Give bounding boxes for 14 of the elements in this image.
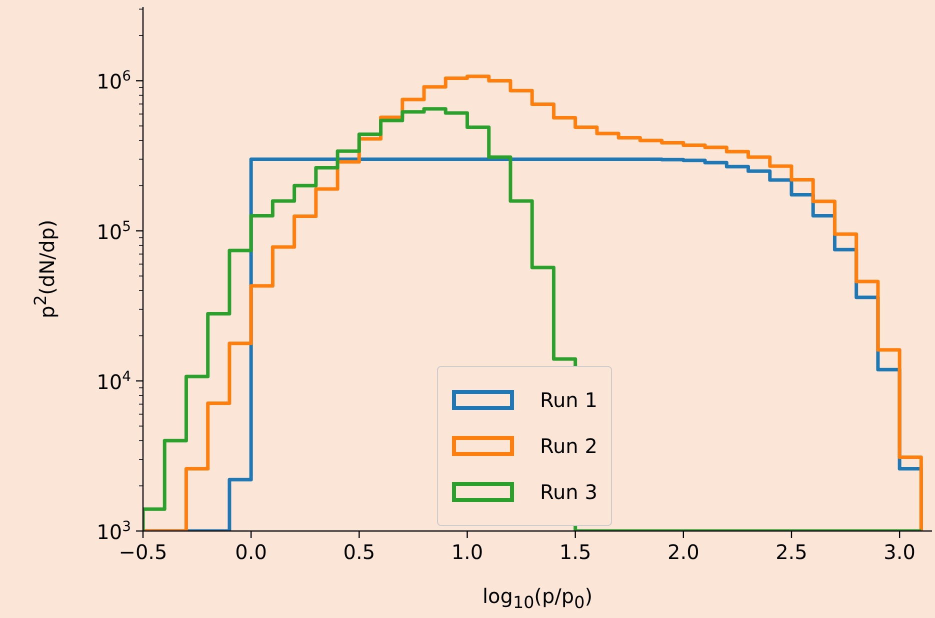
x-axis-title: log$_{10}$(p/p$_{0}$) xyxy=(481,584,594,612)
x-tick-label: 0.0 xyxy=(235,540,267,564)
y-tick-label: 10$^{5}$ xyxy=(96,218,131,244)
legend-label: Run 3 xyxy=(540,480,598,504)
x-tick-label: 1.5 xyxy=(559,540,592,564)
x-tick-label: 3.0 xyxy=(884,540,916,564)
y-tick-label: 10$^{4}$ xyxy=(96,368,132,394)
legend-label: Run 1 xyxy=(540,388,598,412)
y-tick-label: 10$^{6}$ xyxy=(96,68,132,94)
x-tick-label: 1.0 xyxy=(451,540,484,564)
x-tick-label: 0.5 xyxy=(343,540,376,564)
legend-label: Run 2 xyxy=(540,434,598,458)
x-tick-label: 2.5 xyxy=(776,540,808,564)
x-tick-label: 2.0 xyxy=(668,540,700,564)
